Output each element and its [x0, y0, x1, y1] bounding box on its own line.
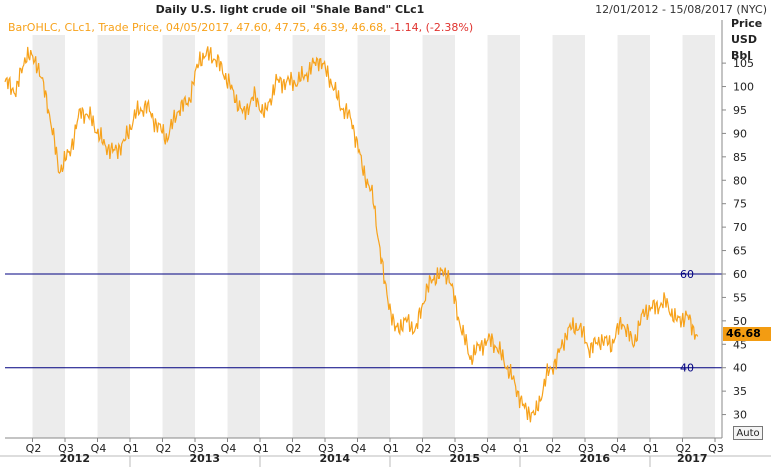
x-quarter-label: Q3 [58, 442, 74, 455]
y-tick-label: 55 [733, 291, 747, 304]
quarter-shade [97, 35, 130, 438]
quarter-shade [292, 35, 325, 438]
y-tick-label: 70 [733, 221, 747, 234]
y-tick-label: 50 [733, 315, 747, 328]
x-quarter-label: Q3 [188, 442, 204, 455]
quarter-shade [357, 35, 390, 438]
quarter-shade [422, 35, 455, 438]
y-tick-label: 80 [733, 174, 747, 187]
x-quarter-label: Q4 [221, 442, 237, 455]
y-tick-label: 100 [733, 81, 754, 94]
x-year-label: 2016 [579, 452, 610, 465]
y-tick-label: 35 [733, 385, 747, 398]
auto-scale-button[interactable]: Auto [733, 426, 763, 440]
quarter-shade [552, 35, 585, 438]
reference-line-label: 40 [680, 362, 694, 375]
last-price-badge: 46.68 [723, 327, 771, 341]
legend-change-text: -1.14, (-2.38%) [390, 21, 474, 34]
x-year-label: 2012 [59, 452, 90, 465]
x-quarter-label: Q4 [91, 442, 107, 455]
x-quarter-label: Q3 [318, 442, 334, 455]
quarter-shade [162, 35, 195, 438]
y-tick-label: 45 [733, 338, 747, 351]
y-tick-label: 40 [733, 362, 747, 375]
y-tick-label: 75 [733, 198, 747, 211]
x-quarter-label: Q2 [286, 442, 302, 455]
x-year-label: 2013 [189, 452, 220, 465]
x-quarter-label: Q1 [383, 442, 399, 455]
x-quarter-label: Q4 [481, 442, 497, 455]
x-quarter-label: Q3 [578, 442, 594, 455]
x-quarter-label: Q4 [611, 442, 627, 455]
x-quarter-label: Q2 [676, 442, 692, 455]
x-year-label: 2015 [449, 452, 480, 465]
date-range: 12/01/2012 - 15/08/2017 (NYC) [595, 3, 767, 16]
x-quarter-label: Q1 [643, 442, 659, 455]
reference-line-label: 60 [680, 268, 694, 281]
y-tick-label: 90 [733, 127, 747, 140]
y-tick-label: 30 [733, 409, 747, 422]
legend-series-text: BarOHLC, CLc1, Trade Price, 04/05/2017, … [8, 21, 387, 34]
x-quarter-label: Q1 [253, 442, 269, 455]
y-unit-label: Bbl [731, 49, 752, 62]
quarter-shade [487, 35, 520, 438]
y-tick-label: 65 [733, 245, 747, 258]
x-quarter-label: Q1 [123, 442, 139, 455]
x-quarter-label: Q4 [351, 442, 367, 455]
x-quarter-label: Q2 [156, 442, 172, 455]
y-tick-label: 85 [733, 151, 747, 164]
x-quarter-label: Q1 [513, 442, 529, 455]
quarter-shade [32, 35, 65, 438]
x-quarter-label: Q2 [26, 442, 42, 455]
x-quarter-label: Q2 [546, 442, 562, 455]
x-year-label: 2017 [677, 452, 708, 465]
y-unit-label: USD [731, 33, 757, 46]
quarter-shade [682, 35, 715, 438]
x-quarter-label: Q2 [416, 442, 432, 455]
y-tick-label: 95 [733, 104, 747, 117]
chart-title: Daily U.S. light crude oil "Shale Band" … [155, 3, 425, 16]
quarter-shade [617, 35, 650, 438]
x-year-label: 2014 [319, 452, 350, 465]
y-unit-label: Price [731, 17, 763, 30]
y-tick-label: 60 [733, 268, 747, 281]
quarter-shade [227, 35, 260, 438]
price-series-line[interactable] [4, 46, 699, 423]
x-quarter-label: Q3 [448, 442, 464, 455]
x-quarter-label: Q3 [708, 442, 724, 455]
legend: BarOHLC, CLc1, Trade Price, 04/05/2017, … [8, 21, 473, 34]
y-tick-label: 105 [733, 57, 754, 70]
